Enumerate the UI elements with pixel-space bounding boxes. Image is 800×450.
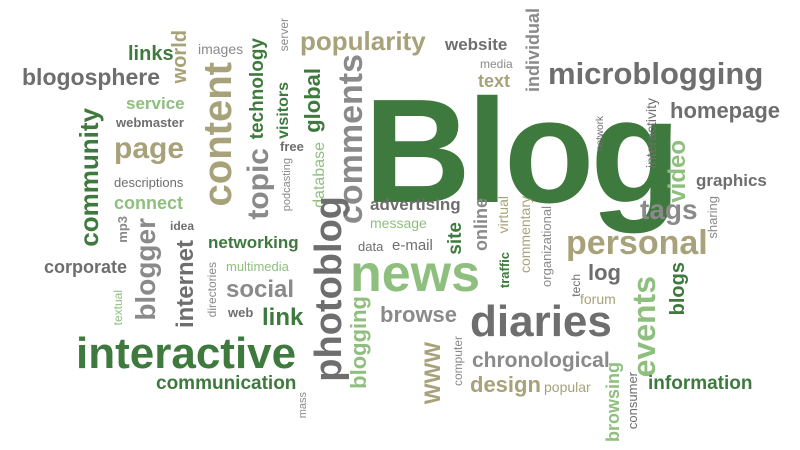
- word-data: data: [358, 239, 384, 254]
- word-blogosphere: blogosphere: [22, 64, 161, 90]
- word-mp3: mp3: [115, 216, 130, 243]
- word-message: message: [370, 215, 427, 231]
- word-diaries: diaries: [470, 297, 612, 346]
- word-multimedia: multimedia: [226, 259, 289, 274]
- word-communication: communication: [156, 373, 297, 394]
- word-descriptions: descriptions: [114, 175, 184, 190]
- word-service: service: [126, 94, 185, 113]
- word-advertising: advertising: [370, 195, 461, 214]
- word-consumer: consumer: [625, 372, 640, 430]
- word-commentary: commentary: [517, 196, 533, 274]
- word-personal: personal: [566, 224, 708, 262]
- word-interactivity: interactivity: [643, 98, 659, 169]
- word-email: e-mail: [392, 237, 433, 254]
- word-free: free: [280, 139, 304, 154]
- word-online: online: [471, 198, 491, 251]
- word-computer: computer: [451, 336, 465, 387]
- word-technology: technology: [247, 38, 268, 140]
- word-podcasting: podcasting: [281, 158, 293, 212]
- word-www: WWW: [420, 342, 445, 405]
- word-visitors: visitors: [275, 82, 292, 139]
- word-website: website: [445, 35, 508, 54]
- word-images: images: [198, 41, 244, 57]
- word-information: information: [648, 373, 753, 394]
- word-server: server: [277, 18, 291, 52]
- word-blogging: blogging: [346, 296, 371, 389]
- word-traffic: traffic: [497, 252, 512, 289]
- word-graphics: graphics: [696, 171, 767, 190]
- word-blog: Blog: [364, 69, 681, 234]
- word-sharing: sharing: [705, 196, 720, 239]
- word-internet: internet: [172, 240, 199, 329]
- word-browse: browse: [380, 302, 458, 327]
- word-global: global: [300, 68, 325, 133]
- word-network: network: [595, 116, 606, 152]
- word-corporate: corporate: [44, 257, 128, 277]
- word-tags: tags: [640, 194, 698, 225]
- word-topic: topic: [242, 148, 275, 220]
- word-news: news: [350, 245, 481, 303]
- word-world: world: [169, 30, 191, 84]
- word-networking: networking: [208, 233, 299, 252]
- word-design: design: [470, 372, 541, 397]
- word-content: content: [196, 62, 240, 207]
- word-directories: directories: [205, 262, 219, 318]
- word-log: log: [588, 260, 621, 285]
- word-chronological: chronological: [472, 349, 610, 372]
- word-microblogging: microblogging: [548, 56, 764, 91]
- word-browsing: browsing: [603, 362, 623, 442]
- word-blogger: blogger: [130, 218, 161, 321]
- word-popular: popular: [544, 379, 591, 395]
- word-page: page: [114, 132, 185, 165]
- word-community: community: [74, 108, 104, 247]
- word-forum: forum: [580, 291, 616, 307]
- word-idea: idea: [170, 219, 195, 233]
- word-individual: individual: [523, 8, 543, 93]
- word-webmaster: webmaster: [116, 115, 184, 130]
- word-web: web: [228, 305, 254, 320]
- word-link: link: [262, 304, 304, 331]
- word-virtual: virtual: [495, 196, 511, 234]
- word-homepage: homepage: [670, 98, 781, 123]
- word-interactive: interactive: [76, 329, 297, 378]
- word-textual: textual: [111, 290, 125, 326]
- word-connect: connect: [114, 193, 184, 213]
- word-social: social: [226, 276, 295, 303]
- word-photoblog: photoblog: [308, 196, 350, 382]
- word-organizational: organizational: [539, 206, 554, 287]
- word-blogs: blogs: [667, 262, 689, 316]
- word-media: media: [480, 57, 513, 71]
- word-popularity: popularity: [300, 26, 426, 56]
- word-events: events: [626, 276, 662, 378]
- word-text: text: [478, 71, 511, 91]
- word-links: links: [128, 43, 174, 65]
- word-mass: mass: [297, 392, 309, 419]
